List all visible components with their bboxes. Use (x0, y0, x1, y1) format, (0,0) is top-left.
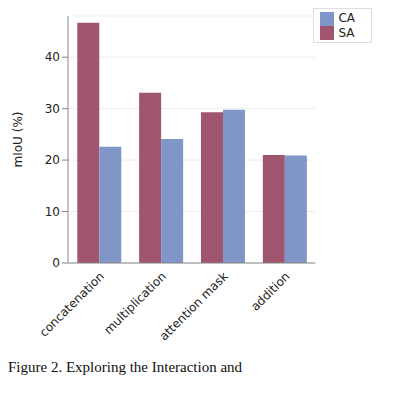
svg-text:30: 30 (45, 102, 60, 116)
svg-text:multiplication: multiplication (101, 269, 169, 337)
svg-text:attention mask: attention mask (157, 269, 231, 343)
svg-text:concatenation: concatenation (37, 269, 107, 339)
html-text:SA: SA (338, 25, 355, 40)
svg-text:40: 40 (45, 50, 60, 64)
svg-text:20: 20 (45, 153, 60, 167)
html-text:CA: CA (338, 11, 355, 25)
html-text:Figure 2. Exploring the Intera: Figure 2. Exploring the Interaction and (8, 359, 243, 375)
svg-text:0: 0 (52, 256, 60, 270)
svg-text:10: 10 (45, 205, 60, 219)
svg-text:mIoU (%): mIoU (%) (11, 112, 25, 168)
svg-text:addition: addition (248, 269, 292, 313)
